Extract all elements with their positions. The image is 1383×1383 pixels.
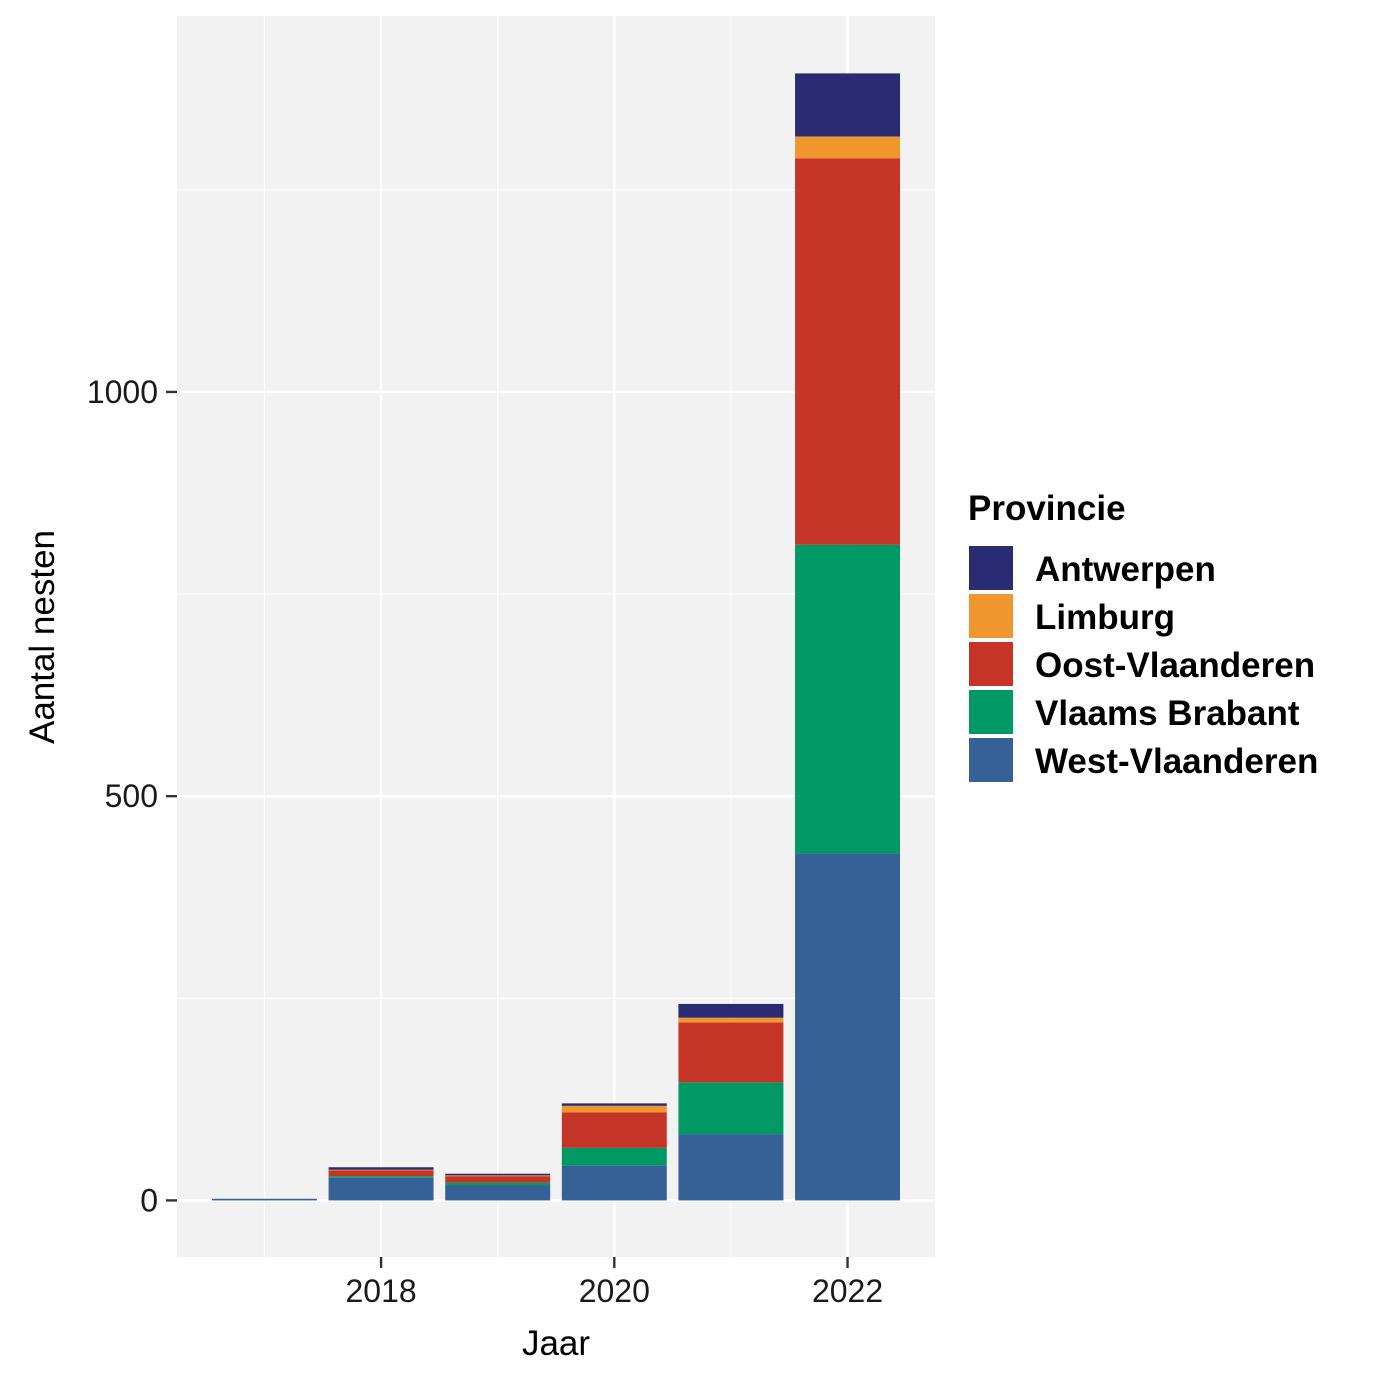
bar-segment [445, 1173, 551, 1176]
x-axis: 2018 2020 2022 [345, 1257, 883, 1309]
bar-segment [795, 853, 901, 1201]
y-tick-label: 0 [140, 1182, 158, 1218]
bars [211, 73, 901, 1201]
legend-label: West-Vlaanderen [1035, 742, 1318, 781]
bar-segment [445, 1176, 551, 1183]
x-tick-label: 2022 [812, 1273, 883, 1309]
legend-key [967, 640, 1015, 688]
bar-segment [328, 1176, 434, 1178]
legend-key [967, 736, 1015, 784]
bar-segment [328, 1177, 434, 1201]
bar-segment [328, 1170, 434, 1177]
bar-segment [561, 1103, 667, 1106]
y-tick-label: 1000 [87, 374, 158, 410]
bar-segment [678, 1003, 784, 1018]
legend-key [967, 592, 1015, 640]
bar-segment [445, 1182, 551, 1186]
bar-segment [328, 1167, 434, 1170]
bar-segment [561, 1165, 667, 1201]
bar-segment [328, 1169, 434, 1171]
y-tick-label: 500 [105, 778, 158, 814]
bar-segment [561, 1147, 667, 1166]
bar-segment [795, 544, 901, 854]
x-axis-title: Jaar [522, 1324, 590, 1363]
legend-key [967, 544, 1015, 592]
x-tick-label: 2018 [345, 1273, 416, 1309]
legend-label: Limburg [1035, 598, 1175, 637]
bar-segment [561, 1105, 667, 1113]
legend-label: Oost-Vlaanderen [1035, 646, 1315, 685]
y-axis-title: Aantal nesten [23, 530, 62, 744]
bar-segment [795, 73, 901, 137]
bar-segment [211, 1198, 317, 1201]
y-axis: 0 500 1000 [87, 374, 177, 1218]
bar-segment [795, 136, 901, 159]
bar-segment [678, 1022, 784, 1083]
x-tick-label: 2020 [579, 1273, 650, 1309]
bar-segment [678, 1017, 784, 1023]
bar-segment [678, 1134, 784, 1201]
legend-label: Antwerpen [1035, 550, 1216, 589]
legend: Provincie Antwerpen Limburg Oost-Vlaandere… [967, 489, 1318, 784]
bar-segment [445, 1185, 551, 1201]
bar-segment [678, 1082, 784, 1135]
bar-segment [445, 1175, 551, 1177]
bar-segment [561, 1112, 667, 1148]
legend-label: Vlaams Brabant [1035, 694, 1300, 733]
legend-key [967, 688, 1015, 736]
bar-segment [795, 158, 901, 545]
legend-title: Provincie [968, 489, 1126, 528]
